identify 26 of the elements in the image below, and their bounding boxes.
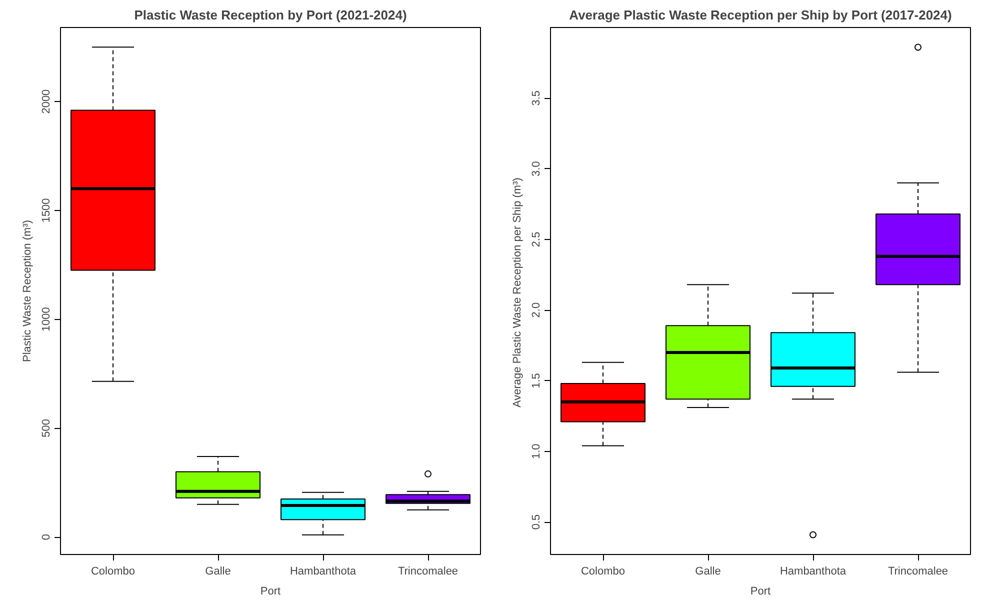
x-tick-label: Hambanthota [780, 566, 847, 578]
y-tick-label: 1.0 [530, 444, 542, 460]
chart-title: Average Plastic Waste Reception per Ship by Port (2017-2024) [569, 8, 952, 22]
chart-title: Plastic Waste Reception by Port (2021-2024) [134, 8, 407, 22]
y-tick-label: 3.5 [530, 90, 542, 106]
x-axis-title: Port [260, 586, 281, 598]
y-axis-title: Plastic Waste Reception (m³) [22, 220, 34, 362]
y-tick-label: 1500 [40, 198, 52, 223]
y-tick-label: 0 [40, 534, 52, 540]
x-tick-label: Galle [695, 566, 721, 578]
x-axis-title: Port [750, 586, 771, 598]
y-tick-label: 2.5 [530, 232, 542, 248]
y-axis-title: Average Plastic Waste Reception per Ship (m³) [512, 178, 524, 408]
y-tick-label: 0.5 [530, 514, 542, 530]
y-tick-label: 500 [40, 419, 52, 438]
x-tick-label: Colombo [90, 566, 136, 578]
x-tick-label: Galle [205, 566, 231, 578]
y-tick-label: 1.5 [530, 373, 542, 388]
y-tick-label: 2000 [40, 89, 52, 114]
x-tick-label: Hambanthota [290, 566, 357, 578]
x-tick-label: Colombo [580, 566, 626, 578]
x-tick-label: Trincomalee [888, 566, 948, 578]
y-tick-label: 1000 [40, 307, 52, 332]
y-tick-label: 2.0 [530, 302, 542, 318]
x-tick-label: Trincomalee [398, 566, 458, 578]
y-tick-label: 3.0 [530, 161, 542, 176]
